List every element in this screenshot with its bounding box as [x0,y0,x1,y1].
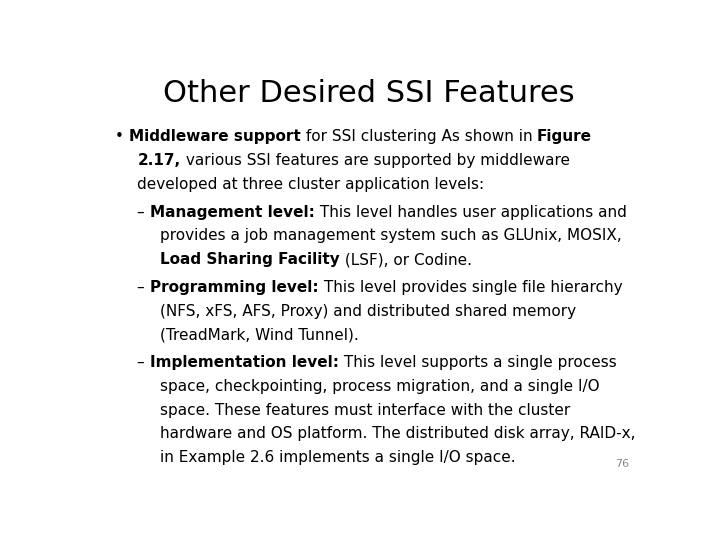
Text: in Example 2.6 implements a single I/O space.: in Example 2.6 implements a single I/O s… [160,450,516,465]
Text: Implementation level:: Implementation level: [150,355,339,370]
Text: provides a job management system such as GLUnix, MOSIX,: provides a job management system such as… [160,228,621,244]
Text: Other Desired SSI Features: Other Desired SSI Features [163,79,575,109]
Text: Management level:: Management level: [150,205,315,220]
Text: (NFS, xFS, AFS, Proxy) and distributed shared memory: (NFS, xFS, AFS, Proxy) and distributed s… [160,303,576,319]
Text: (LSF), or Codine.: (LSF), or Codine. [340,252,472,267]
Text: –: – [138,280,150,295]
Text: Middleware support: Middleware support [129,129,301,144]
Text: various SSI features are supported by middleware: various SSI features are supported by mi… [181,153,570,168]
Text: 76: 76 [616,459,629,469]
Text: This level provides single file hierarchy: This level provides single file hierarch… [318,280,622,295]
Text: developed at three cluster application levels:: developed at three cluster application l… [138,177,485,192]
Text: –: – [138,355,150,370]
Text: space. These features must interface with the cluster: space. These features must interface wit… [160,403,570,418]
Text: This level supports a single process: This level supports a single process [339,355,617,370]
Text: hardware and OS platform. The distributed disk array, RAID-x,: hardware and OS platform. The distribute… [160,427,635,442]
Text: Figure: Figure [537,129,592,144]
Text: •: • [115,129,129,144]
Text: –: – [138,205,150,220]
Text: for SSI clustering As shown in: for SSI clustering As shown in [301,129,537,144]
Text: 2.17,: 2.17, [138,153,181,168]
Text: (TreadMark, Wind Tunnel).: (TreadMark, Wind Tunnel). [160,327,359,342]
Text: Programming level:: Programming level: [150,280,318,295]
Text: Load Sharing Facility: Load Sharing Facility [160,252,340,267]
Text: space, checkpointing, process migration, and a single I/O: space, checkpointing, process migration,… [160,379,599,394]
Text: This level handles user applications and: This level handles user applications and [315,205,626,220]
